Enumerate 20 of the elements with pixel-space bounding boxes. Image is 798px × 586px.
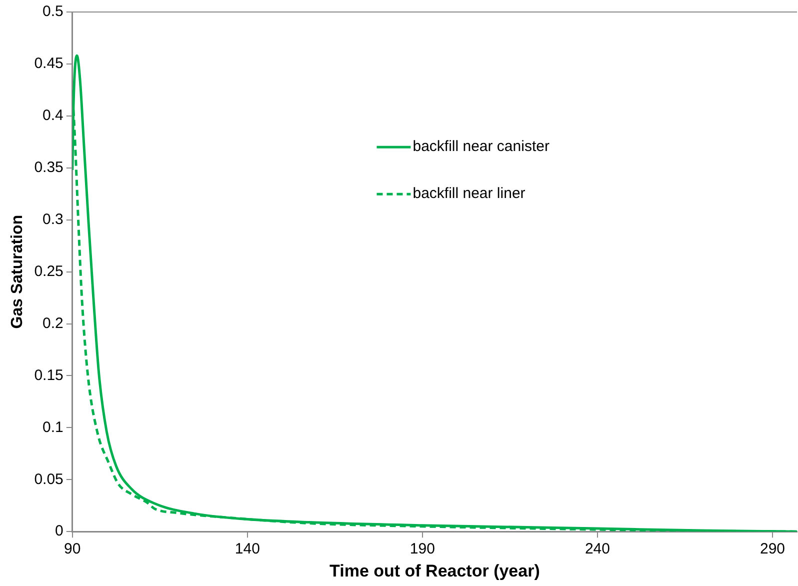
x-axis-title: Time out of Reactor (year) [330,561,540,580]
y-tick-label: 0.45 [34,55,64,72]
y-tick-label: 0.4 [42,107,64,124]
x-tick-label: 140 [234,540,260,558]
y-tick-label: 0.3 [42,210,64,228]
x-tick-label: 240 [584,540,610,558]
y-tick-label: 0.1 [42,418,64,436]
y-tick-label: 0.15 [34,366,64,384]
legend-label: backfill near liner [412,185,526,202]
y-tick-label: 0.25 [34,262,64,280]
legend-label: backfill near canister [412,138,550,156]
y-tick-label: 0 [55,522,64,540]
x-tick-label: 90 [64,540,81,558]
y-tick-label: 0.05 [34,470,64,488]
y-axis-title: Gas Saturation [9,214,26,329]
y-tick-label: 0.35 [34,159,64,176]
y-tick-label: 0.2 [42,314,64,332]
x-tick-label: 190 [410,540,435,558]
y-tick-label: 0.5 [42,3,64,20]
x-tick-label: 290 [760,540,786,558]
